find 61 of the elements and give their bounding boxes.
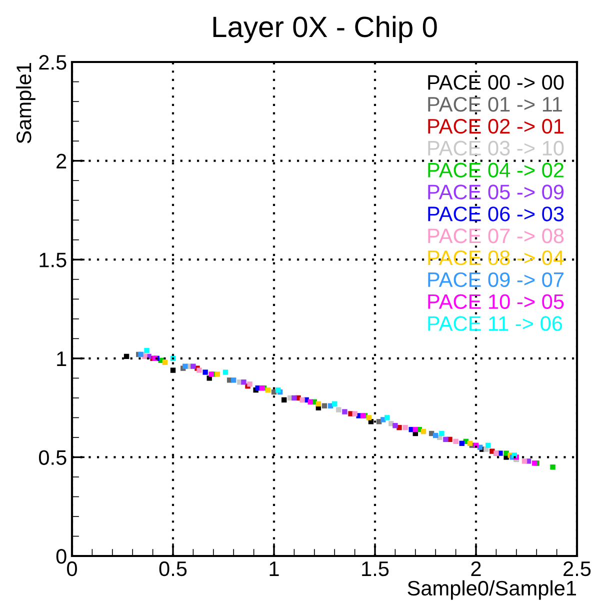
point xyxy=(420,428,426,434)
text: PACE 01 -> 11 xyxy=(428,96,562,112)
point xyxy=(332,401,338,406)
point xyxy=(124,354,130,360)
point xyxy=(162,360,168,365)
x-tick-label: 0.5 xyxy=(159,561,187,576)
point xyxy=(532,460,538,466)
text: PACE 07 -> 08 xyxy=(428,228,564,244)
text: PACE 09 -> 07 xyxy=(428,272,564,288)
point xyxy=(522,458,528,464)
point xyxy=(282,397,287,402)
text: PACE 02 -> 01 xyxy=(428,118,564,134)
point xyxy=(443,436,448,442)
x-tick-label: 0 xyxy=(67,561,77,576)
point xyxy=(486,442,491,448)
y-tick-label: 0 xyxy=(56,549,66,564)
point xyxy=(453,438,458,444)
point xyxy=(316,401,322,406)
x-axis-title: Sample0/Sample1 xyxy=(408,580,576,600)
y-tick-label: 2.5 xyxy=(39,55,66,70)
chart-title: Layer 0X - Chip 0 xyxy=(213,16,437,44)
text: PACE 06 -> 03 xyxy=(428,206,564,222)
point xyxy=(352,411,358,416)
x-tick-label: 1.5 xyxy=(362,562,389,576)
point xyxy=(322,403,328,408)
point xyxy=(366,415,372,420)
point xyxy=(265,387,271,393)
text: PACE 11 -> 06 xyxy=(428,316,562,331)
point xyxy=(241,380,246,385)
x-tick-label: 2 xyxy=(471,561,481,576)
y-tick-label: 0.5 xyxy=(38,450,66,465)
text: PACE 04 -> 02 xyxy=(428,162,564,178)
text: PACE 10 -> 05 xyxy=(428,294,564,310)
point xyxy=(342,409,348,414)
point xyxy=(392,422,398,428)
text: PACE 05 -> 09 xyxy=(428,184,564,200)
x-tick-label: 2.5 xyxy=(564,561,591,576)
text: PACE 00 -> 00 xyxy=(428,75,564,90)
point xyxy=(202,370,208,375)
y-tick-label: 1.5 xyxy=(40,252,66,268)
y-tick-label: 1 xyxy=(57,352,66,366)
point xyxy=(190,364,196,369)
y-axis-title: Sample1 xyxy=(16,63,36,144)
point xyxy=(459,440,464,446)
point xyxy=(336,407,342,412)
text: PACE 08 -> 04 xyxy=(428,250,564,266)
point xyxy=(231,378,236,383)
x-tick-label: 1 xyxy=(270,562,279,576)
point xyxy=(144,348,150,354)
point xyxy=(214,372,220,377)
y-tick-label: 2 xyxy=(56,154,66,168)
point xyxy=(222,370,228,375)
point xyxy=(402,424,408,430)
point xyxy=(550,464,556,470)
point xyxy=(412,426,418,432)
point xyxy=(300,397,305,402)
point xyxy=(308,399,313,404)
point xyxy=(292,395,297,401)
point xyxy=(433,432,438,438)
point xyxy=(384,415,390,420)
point xyxy=(439,430,444,436)
